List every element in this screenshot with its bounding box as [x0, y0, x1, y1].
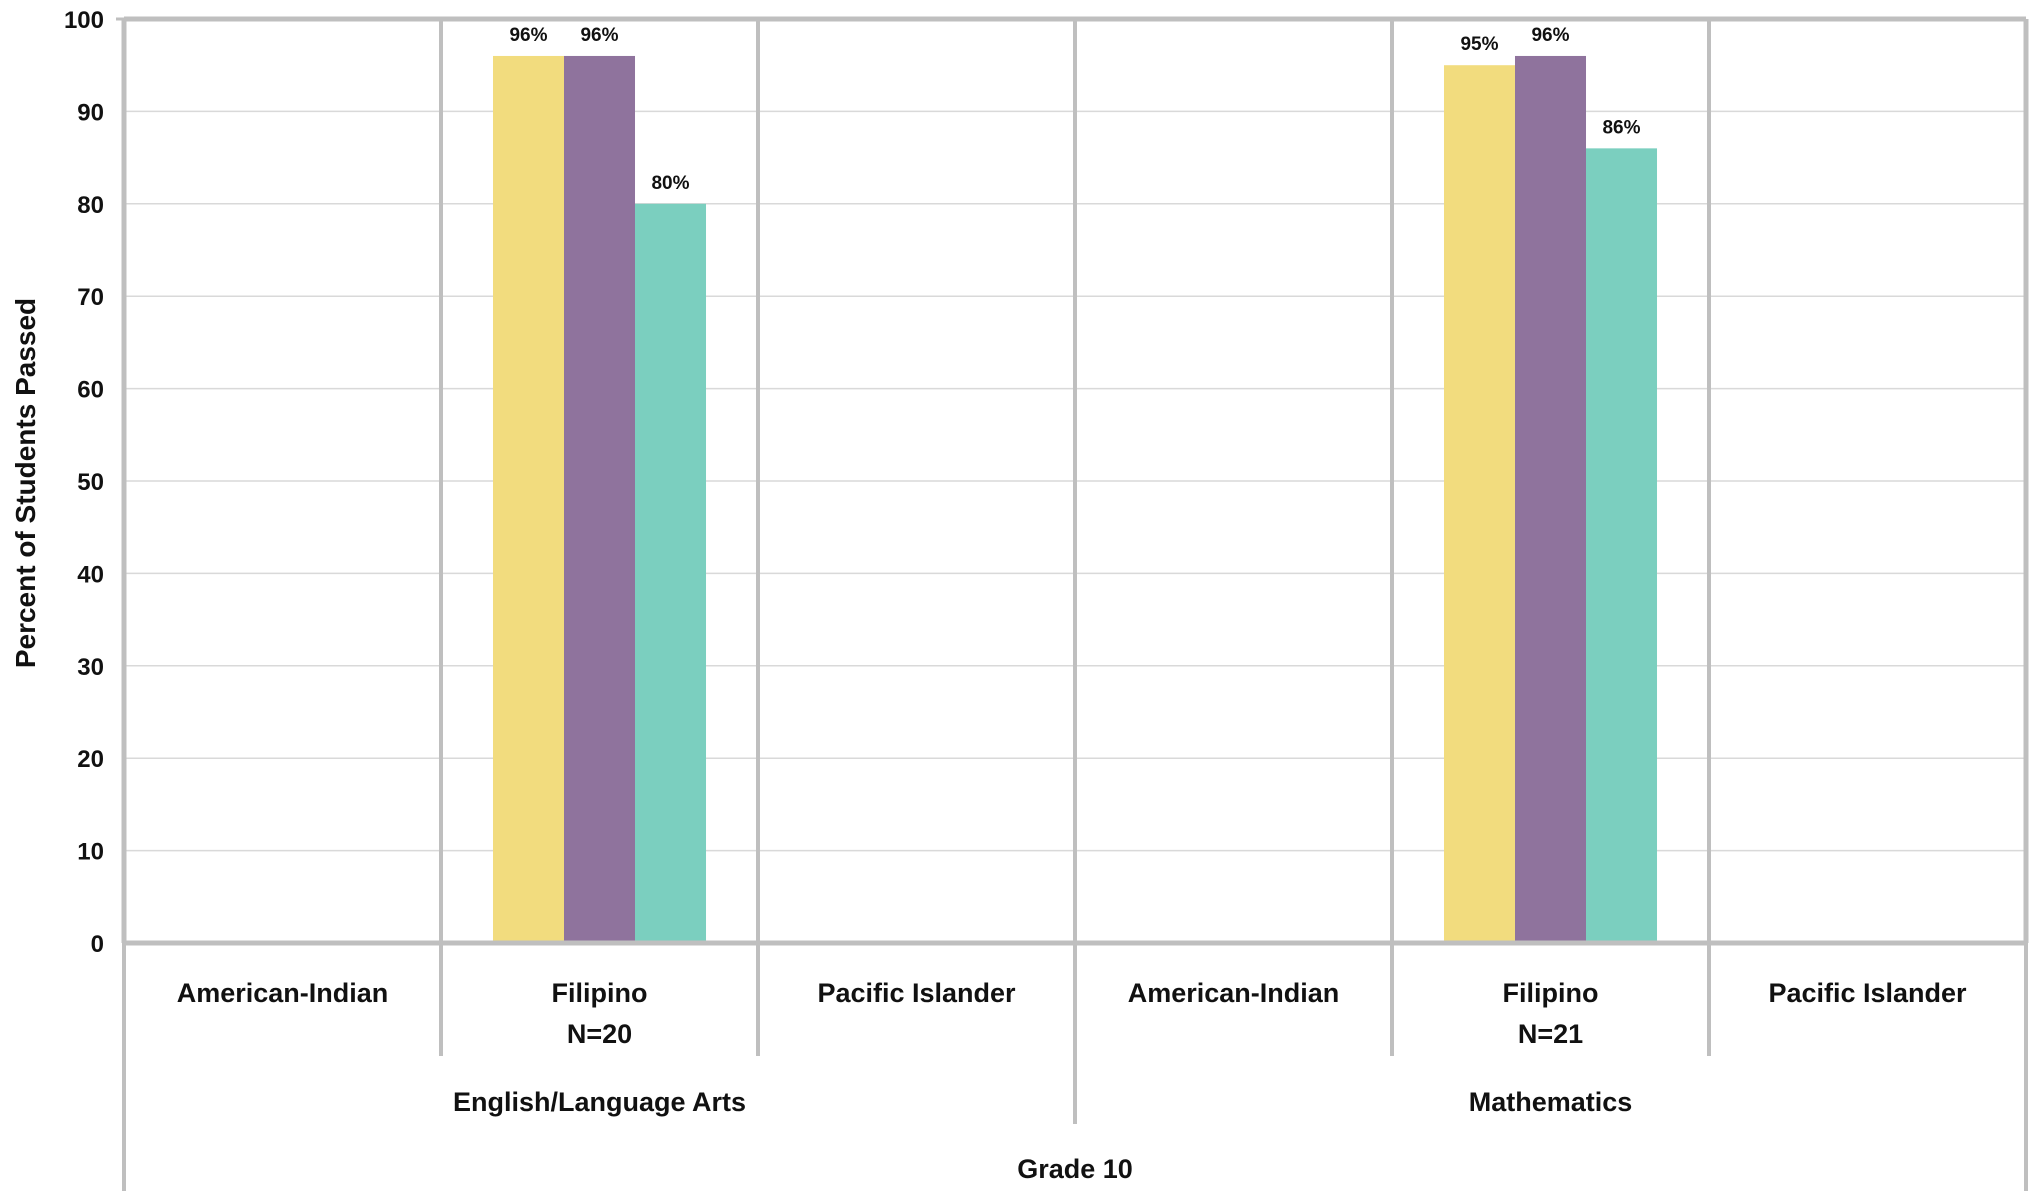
y-tick-label: 0: [91, 931, 104, 958]
category-label: Filipino: [552, 978, 648, 1008]
axes: [116, 16, 2029, 1191]
y-tick-label: 40: [77, 561, 104, 588]
bars: [492, 55, 1658, 944]
y-tick-label: 90: [77, 99, 104, 126]
data-label: 96%: [509, 25, 547, 46]
y-tick-label: 10: [77, 839, 104, 866]
category-label: American-Indian: [1128, 978, 1340, 1008]
data-label: 96%: [1531, 25, 1569, 46]
y-tick-label: 20: [77, 746, 104, 773]
y-tick-label: 70: [77, 284, 104, 311]
category-n-label: N=20: [567, 1019, 632, 1049]
grade-label: Grade 10: [1017, 1154, 1133, 1184]
y-tick-label: 60: [77, 377, 104, 404]
y-axis-title: Percent of Students Passed: [10, 298, 41, 668]
bar: [563, 55, 636, 943]
category-n-label: N=21: [1518, 1019, 1583, 1049]
data-label: 95%: [1460, 34, 1498, 55]
data-label: 86%: [1602, 117, 1640, 138]
category-label: Pacific Islander: [817, 978, 1016, 1008]
bar: [1514, 55, 1587, 943]
y-tick-label: 80: [77, 192, 104, 219]
bar: [1443, 65, 1515, 943]
y-tick-label: 30: [77, 654, 104, 681]
bar: [1586, 148, 1658, 944]
category-label: American-Indian: [177, 978, 389, 1008]
subject-label: English/Language Arts: [453, 1087, 746, 1117]
bar: [492, 55, 564, 943]
data-label: 80%: [651, 173, 689, 194]
y-tick-label: 100: [64, 7, 104, 34]
category-label: Pacific Islander: [1768, 978, 1967, 1008]
subject-label: Mathematics: [1469, 1087, 1633, 1117]
bar: [635, 203, 707, 944]
y-tick-label: 50: [77, 469, 104, 496]
data-label: 96%: [580, 25, 618, 46]
category-label: Filipino: [1503, 978, 1599, 1008]
labels: 0 10 20 30 40 50 60 70 80 90 100 American-Indian 96%…: [64, 7, 1967, 1117]
